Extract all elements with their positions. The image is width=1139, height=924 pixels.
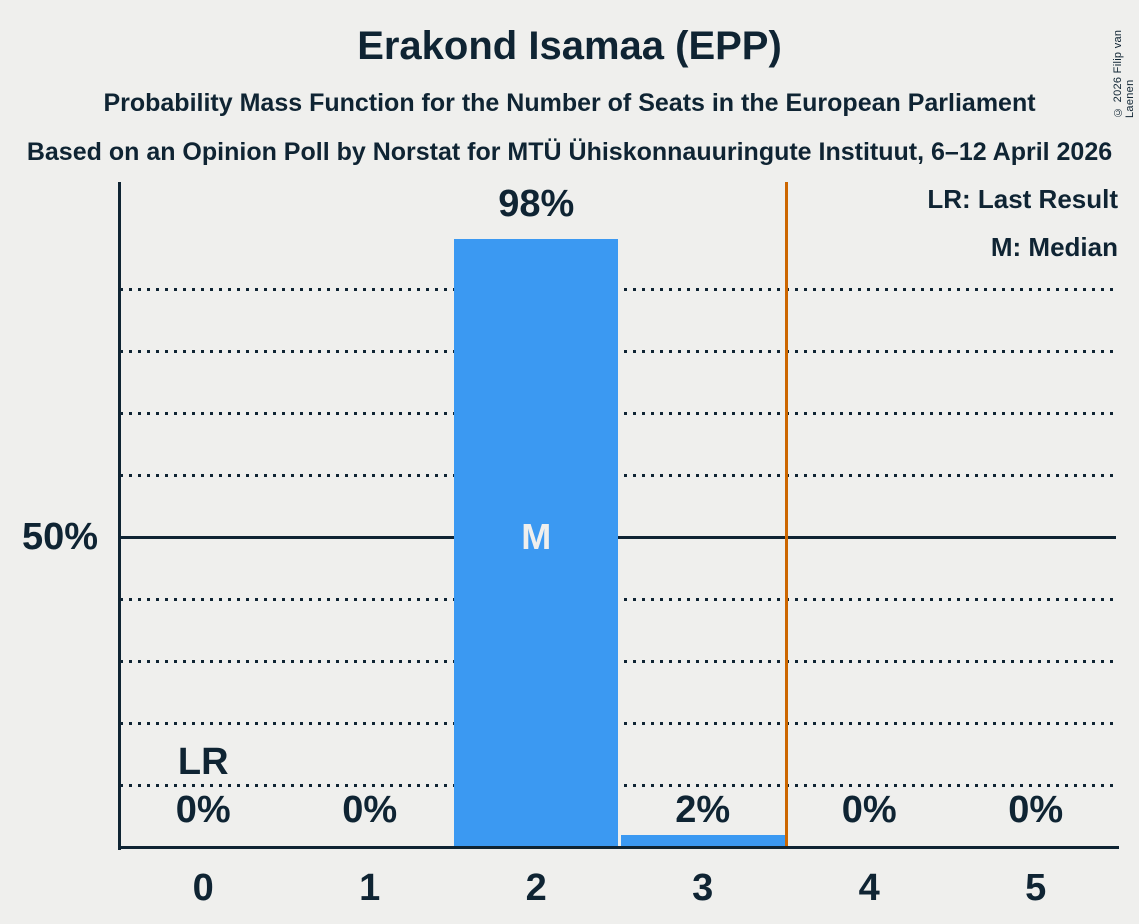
chart-subtitle: Probability Mass Function for the Number… (103, 89, 1036, 117)
bar-value-label: 0% (1008, 789, 1064, 831)
bar-slot: 2% (620, 182, 787, 847)
median-marker-label: M (521, 516, 552, 557)
x-tick-label: 4 (858, 867, 880, 909)
y-axis-line (118, 182, 121, 850)
plot-area: 0% 0% 98% 2% 0% 0% LR M (120, 182, 1119, 847)
legend-item-last-result: LR: Last Result (927, 184, 1118, 214)
bar-value-label: 0% (175, 789, 231, 831)
bar-slot: 98% (453, 182, 620, 847)
bar-slot: 0% (120, 182, 287, 847)
x-tick-label: 5 (1025, 867, 1047, 909)
copyright-note: © 2026 Filip van Laenen (1112, 29, 1136, 118)
bar-value-label: 0% (342, 789, 398, 831)
x-axis-line (118, 846, 1119, 849)
bar-slot: 0% (953, 182, 1120, 847)
bar-seats-3 (620, 834, 785, 847)
bar-slot: 0% (786, 182, 953, 847)
legend: LR: Last Result M: Median (927, 184, 1118, 280)
bar-seats-2 (454, 239, 619, 847)
x-axis-labels: 0 1 2 3 4 5 (120, 869, 1119, 909)
y-axis-tick-label: 50% (21, 516, 98, 558)
bar-slot: 0% (287, 182, 454, 847)
legend-item-median: M: Median (990, 232, 1118, 262)
x-tick-label: 1 (359, 867, 381, 909)
threshold-line (784, 182, 788, 847)
chart-source-line: Based on an Opinion Poll by Norstat for … (26, 138, 1113, 166)
last-result-marker-label: LR (177, 741, 229, 783)
x-tick-label: 2 (525, 867, 547, 909)
bar-value-label: 0% (841, 789, 897, 831)
x-tick-label: 0 (192, 867, 214, 909)
x-tick-label: 3 (692, 867, 714, 909)
bar-value-label: 98% (498, 183, 575, 226)
bar-value-label: 2% (675, 789, 731, 831)
chart-title: Erakond Isamaa (EPP) (357, 24, 782, 68)
